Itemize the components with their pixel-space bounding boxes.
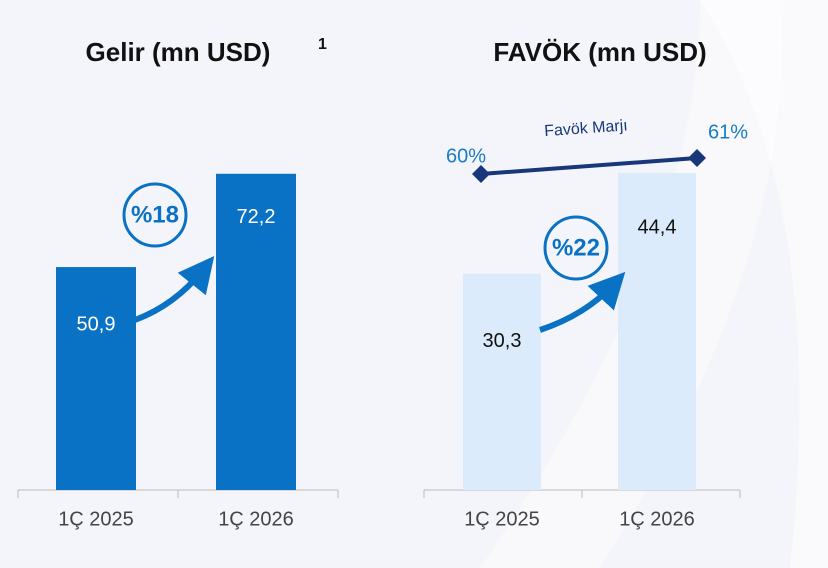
value-label: 50,9 bbox=[77, 313, 116, 335]
margin-marker bbox=[472, 165, 490, 183]
chart-title: Gelir (mn USD) bbox=[86, 37, 271, 67]
chart-title: FAVÖK (mn USD) bbox=[493, 37, 706, 67]
x-tick-label: 1Ç 2026 bbox=[218, 508, 294, 530]
x-tick-label: 1Ç 2025 bbox=[58, 508, 134, 530]
x-tick-label: 1Ç 2025 bbox=[464, 508, 540, 530]
title-superscript: 1 bbox=[318, 36, 327, 53]
bar bbox=[216, 173, 296, 490]
growth-arrow bbox=[133, 255, 215, 323]
bar bbox=[618, 172, 696, 490]
value-label: 44,4 bbox=[638, 216, 677, 238]
value-label: 72,2 bbox=[237, 206, 276, 228]
bar bbox=[56, 267, 136, 490]
growth-badge bbox=[122, 182, 188, 248]
line-name: Favök Marjı bbox=[544, 117, 629, 140]
growth-arrow bbox=[539, 271, 626, 333]
bar bbox=[463, 273, 541, 490]
x-tick-label: 1Ç 2026 bbox=[619, 508, 695, 530]
growth-label: %22 bbox=[552, 234, 600, 261]
margin-label: 60% bbox=[446, 145, 486, 167]
margin-marker bbox=[688, 149, 706, 167]
margin-label: 61% bbox=[708, 121, 748, 143]
decor-arc bbox=[700, 0, 828, 568]
decor-arc bbox=[480, 0, 782, 568]
margin-line bbox=[480, 156, 698, 176]
value-label: 30,3 bbox=[483, 330, 522, 352]
growth-label: %18 bbox=[131, 201, 179, 228]
growth-badge bbox=[543, 215, 609, 281]
